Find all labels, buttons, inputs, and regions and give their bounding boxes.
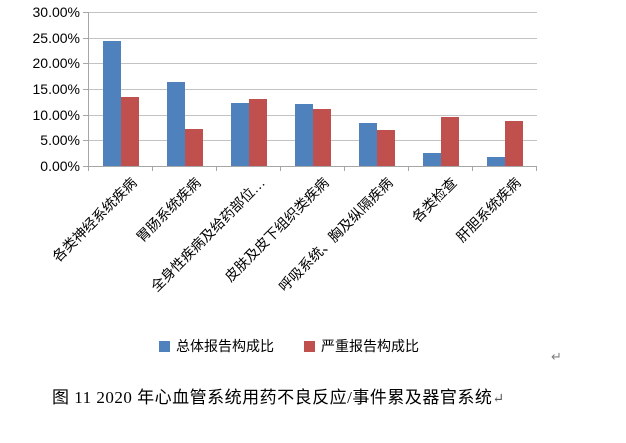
bar-总体报告构成比 [167, 82, 185, 166]
x-tick-mark [152, 167, 153, 171]
gridline [89, 38, 537, 39]
x-tick-mark [88, 167, 89, 171]
y-tick-mark [83, 63, 88, 64]
paragraph-return-mark: ↵ [551, 349, 562, 364]
y-axis-tick-label: 25.00% [32, 30, 80, 46]
x-axis-category-label: 呼吸系统、胸及纵隔疾病 [276, 175, 397, 296]
gridline [89, 63, 537, 64]
x-axis-category-label: 各类神经系统疾病 [50, 175, 141, 266]
x-axis-category-label: 各类检查 [410, 175, 461, 227]
bar-group [153, 12, 217, 166]
bar-group [281, 12, 345, 166]
y-axis-tick-label: 10.00% [32, 107, 80, 123]
legend-swatch [304, 340, 315, 352]
paragraph-return-mark: ↵ [492, 392, 505, 407]
bar-group [345, 12, 409, 166]
y-axis-tick-label: 0.00% [40, 158, 80, 174]
bar-严重报告构成比 [121, 97, 139, 166]
bar-group [89, 12, 153, 166]
y-axis-tick-label: 30.00% [32, 4, 80, 20]
y-axis-tick-label: 15.00% [32, 81, 80, 97]
y-axis-tick-label: 5.00% [40, 132, 80, 148]
x-tick-mark [536, 167, 537, 171]
bar-groups [89, 12, 537, 166]
bar-group [217, 12, 281, 166]
bar-严重报告构成比 [441, 117, 459, 166]
caption-text: 图 11 2020 年心血管系统用药不良反应/事件累及器官系统 [52, 388, 493, 407]
x-tick-mark [472, 167, 473, 171]
bar-严重报告构成比 [313, 109, 331, 166]
figure-caption: 图 11 2020 年心血管系统用药不良反应/事件累及器官系统↵ [52, 383, 504, 408]
legend-swatch [159, 340, 170, 352]
bar-严重报告构成比 [505, 121, 523, 166]
y-tick-mark [83, 12, 88, 13]
y-tick-mark [83, 38, 88, 39]
legend-label: 严重报告构成比 [321, 340, 419, 355]
bar-总体报告构成比 [423, 153, 441, 166]
bar-总体报告构成比 [295, 104, 313, 166]
bar-总体报告构成比 [231, 103, 249, 166]
bar-总体报告构成比 [487, 157, 505, 166]
x-tick-mark [280, 167, 281, 171]
bar-严重报告构成比 [377, 130, 395, 166]
bar-严重报告构成比 [249, 99, 267, 166]
plot-area [88, 12, 537, 167]
gridline [89, 12, 537, 13]
gridline [89, 89, 537, 90]
y-tick-mark [83, 166, 88, 167]
y-axis-tick-label: 20.00% [32, 55, 80, 71]
x-tick-mark [216, 167, 217, 171]
legend-item: 严重报告构成比 [304, 336, 419, 356]
y-tick-mark [83, 115, 88, 116]
bar-group [409, 12, 473, 166]
bar-总体报告构成比 [103, 41, 121, 166]
chart-legend: 总体报告构成比 严重报告构成比 [0, 336, 602, 356]
y-tick-mark [83, 89, 88, 90]
legend-item: 总体报告构成比 [159, 336, 274, 356]
y-tick-mark [83, 140, 88, 141]
x-axis-category-label: 肝胆系统疾病 [454, 175, 525, 246]
bar-group [473, 12, 537, 166]
x-tick-mark [344, 167, 345, 171]
legend-label: 总体报告构成比 [176, 340, 274, 355]
bar-总体报告构成比 [359, 123, 377, 166]
x-axis-category-label: 全身性疾病及给药部位… [148, 175, 269, 296]
bar-严重报告构成比 [185, 129, 203, 166]
x-tick-mark [408, 167, 409, 171]
